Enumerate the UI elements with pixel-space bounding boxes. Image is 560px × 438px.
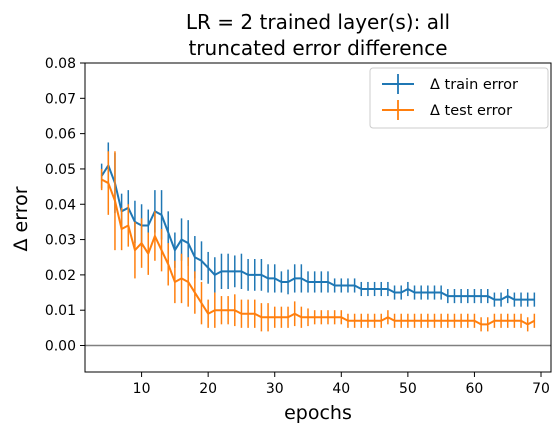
y-tick-label-3: 0.03: [45, 233, 76, 249]
plot-frame: [84, 62, 552, 373]
x-tick-label-6: 70: [532, 381, 550, 397]
y-tick-label-6: 0.06: [45, 127, 76, 143]
x-tick-label-4: 50: [399, 381, 417, 397]
y-tick-label-8: 0.08: [45, 56, 76, 72]
series-line-0: [100, 164, 535, 301]
series-line-1: [101, 178, 535, 326]
legend-test-label: Δ test error: [430, 103, 512, 119]
y-tick-label-7: 0.07: [45, 91, 76, 107]
legend-frame: [369, 67, 549, 129]
y-tick-label-4: 0.04: [45, 197, 76, 213]
x-tick-label-5: 60: [466, 381, 484, 397]
y-tick-label-1: 0.01: [45, 303, 76, 319]
plot-area: 10 20 30 40 50 60 70 0.00 0.01 0.02 0.03 0.04 0.05 0.…: [45, 56, 552, 397]
legend-train-label: Δ train error: [430, 77, 518, 93]
y-tick-label-0: 0.00: [45, 339, 76, 355]
chart-title-line-1: LR = 2 trained layer(s): all: [186, 10, 450, 34]
x-tick-label-1: 20: [199, 381, 217, 397]
x-tick-label-2: 30: [266, 381, 284, 397]
y-axis-label: Δ error: [10, 186, 32, 251]
x-axis-label: epochs: [284, 402, 352, 424]
y-tick-label-5: 0.05: [45, 162, 76, 178]
legend: Δ train error Δ test error: [369, 67, 549, 129]
x-tick-label-3: 40: [332, 381, 350, 397]
x-tick-label-0: 10: [133, 381, 151, 397]
chart-title-line-2: truncated error difference: [188, 36, 447, 60]
y-tick-label-2: 0.02: [45, 268, 76, 284]
